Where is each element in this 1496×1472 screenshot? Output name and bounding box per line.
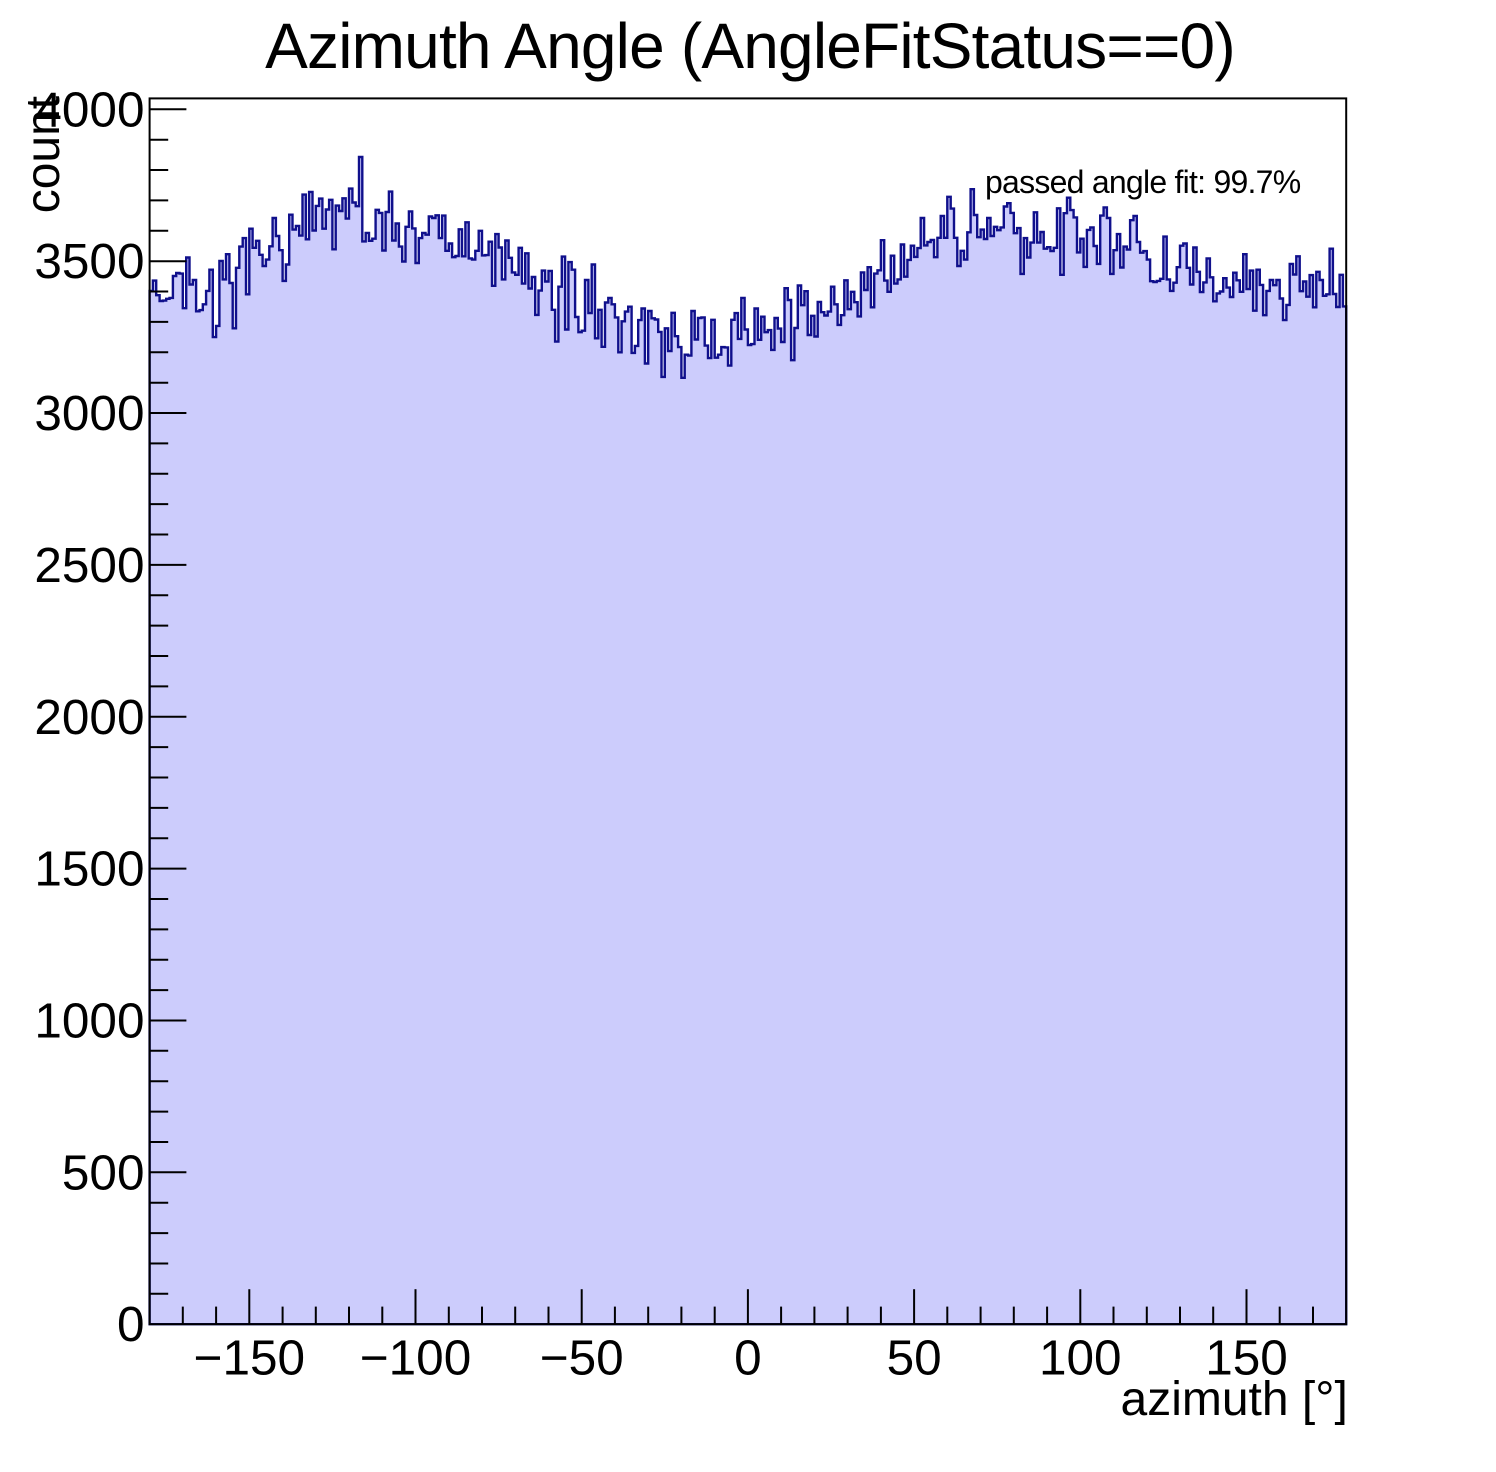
svg-text:4000: 4000 [34, 82, 144, 137]
svg-text:1500: 1500 [34, 842, 144, 897]
svg-text:3500: 3500 [34, 234, 144, 289]
svg-text:−150: −150 [194, 1331, 306, 1386]
svg-text:150: 150 [1205, 1331, 1288, 1386]
svg-text:1000: 1000 [34, 994, 144, 1049]
svg-text:−100: −100 [360, 1331, 472, 1386]
svg-text:count: count [17, 96, 70, 213]
svg-text:−50: −50 [540, 1331, 624, 1386]
svg-text:3000: 3000 [34, 386, 144, 441]
svg-text:50: 50 [887, 1331, 942, 1386]
svg-text:2000: 2000 [34, 690, 144, 745]
svg-text:500: 500 [62, 1145, 145, 1200]
svg-text:0: 0 [734, 1331, 762, 1386]
svg-text:passed angle fit: 99.7%: passed angle fit: 99.7% [985, 164, 1301, 200]
svg-text:Azimuth Angle (AngleFitStatus=: Azimuth Angle (AngleFitStatus==0) [265, 10, 1235, 82]
svg-text:2500: 2500 [34, 538, 144, 593]
svg-text:100: 100 [1039, 1331, 1122, 1386]
svg-text:0: 0 [117, 1297, 145, 1352]
svg-text:azimuth [°]: azimuth [°] [1121, 1373, 1348, 1426]
